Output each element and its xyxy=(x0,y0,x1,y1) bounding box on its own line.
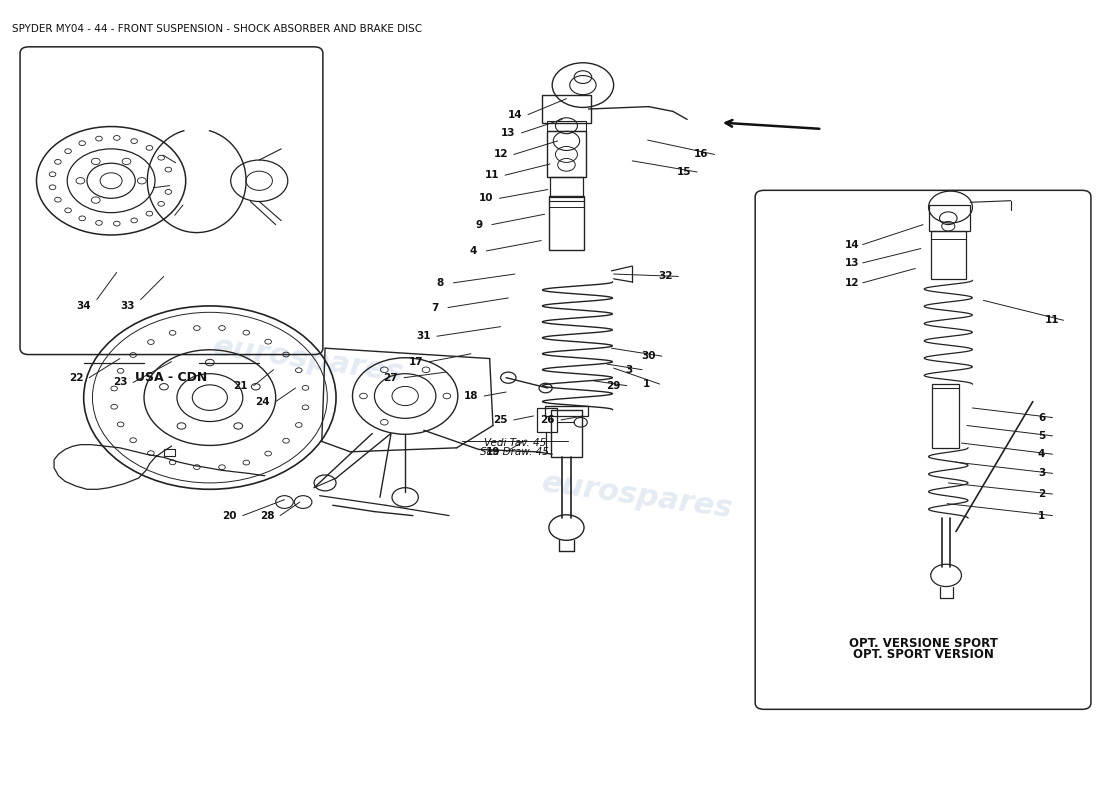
Bar xyxy=(547,130,586,177)
Text: 26: 26 xyxy=(540,415,556,425)
Text: 14: 14 xyxy=(845,239,859,250)
Text: 8: 8 xyxy=(437,278,444,288)
Bar xyxy=(544,406,588,416)
Bar xyxy=(164,450,175,456)
Text: 16: 16 xyxy=(694,150,708,159)
Text: 10: 10 xyxy=(480,194,494,203)
Text: 22: 22 xyxy=(68,373,84,382)
Bar xyxy=(932,384,959,448)
Text: 32: 32 xyxy=(658,271,672,282)
Text: 20: 20 xyxy=(222,510,236,521)
Text: 24: 24 xyxy=(255,397,270,406)
Text: OPT. SPORT VERSION: OPT. SPORT VERSION xyxy=(852,648,993,661)
Text: 1: 1 xyxy=(1038,510,1045,521)
Text: 12: 12 xyxy=(845,278,859,288)
Text: 11: 11 xyxy=(1045,315,1059,326)
Text: 34: 34 xyxy=(76,301,91,311)
Text: 4: 4 xyxy=(1038,450,1045,459)
Text: 12: 12 xyxy=(494,150,508,159)
Text: 30: 30 xyxy=(641,351,656,361)
Bar xyxy=(550,177,583,197)
Text: OPT. VERSIONE SPORT: OPT. VERSIONE SPORT xyxy=(848,637,998,650)
Text: USA - CDN: USA - CDN xyxy=(135,370,208,383)
Text: 4: 4 xyxy=(470,246,477,256)
Bar xyxy=(551,410,582,458)
Text: 29: 29 xyxy=(606,381,620,390)
Bar xyxy=(928,206,970,231)
Bar xyxy=(549,196,584,250)
Text: eurospares: eurospares xyxy=(211,332,406,388)
Text: Vedi Tav. 45: Vedi Tav. 45 xyxy=(484,438,546,448)
Text: 14: 14 xyxy=(507,110,522,119)
Text: 3: 3 xyxy=(626,365,632,374)
Bar xyxy=(931,231,966,279)
Text: 1: 1 xyxy=(642,379,650,389)
Text: 17: 17 xyxy=(409,357,424,366)
Text: See Draw. 45: See Draw. 45 xyxy=(481,447,549,458)
Text: 15: 15 xyxy=(676,167,691,177)
Text: 33: 33 xyxy=(120,301,135,311)
Text: 5: 5 xyxy=(1038,431,1045,441)
Text: 21: 21 xyxy=(233,381,248,390)
Bar xyxy=(547,121,586,130)
Text: 25: 25 xyxy=(494,415,508,425)
Bar xyxy=(542,94,591,122)
Text: 11: 11 xyxy=(485,170,499,180)
Text: 31: 31 xyxy=(417,331,431,342)
Text: 9: 9 xyxy=(475,220,482,230)
Text: 13: 13 xyxy=(845,258,859,268)
Text: 6: 6 xyxy=(1038,413,1045,422)
Text: 23: 23 xyxy=(112,378,128,387)
Text: 19: 19 xyxy=(486,447,500,457)
Text: 28: 28 xyxy=(260,510,274,521)
Text: 7: 7 xyxy=(431,302,439,313)
Text: 18: 18 xyxy=(464,391,478,401)
Text: 27: 27 xyxy=(384,373,398,382)
Text: eurospares: eurospares xyxy=(540,468,735,523)
Text: 2: 2 xyxy=(1038,489,1045,499)
Text: SPYDER MY04 - 44 - FRONT SUSPENSION - SHOCK ABSORBER AND BRAKE DISC: SPYDER MY04 - 44 - FRONT SUSPENSION - SH… xyxy=(12,24,422,34)
Bar xyxy=(537,408,557,432)
Text: 13: 13 xyxy=(502,128,516,138)
Text: 3: 3 xyxy=(1038,468,1045,478)
